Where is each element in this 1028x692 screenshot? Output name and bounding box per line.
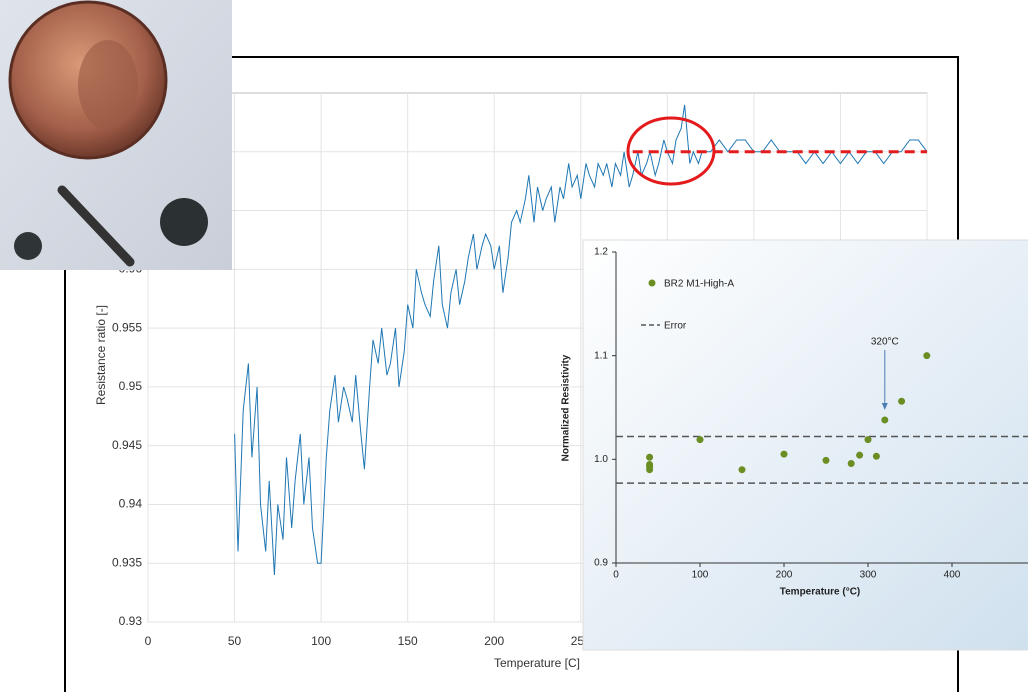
legend-label: BR2 M1-High-A <box>664 279 734 290</box>
data-point <box>780 450 788 458</box>
data-point <box>696 436 704 444</box>
y-tick-label: 0.955 <box>112 320 142 334</box>
photo <box>0 0 232 270</box>
data-point <box>898 397 906 405</box>
small-disc <box>14 232 42 260</box>
data-point <box>847 459 855 467</box>
data-point <box>864 436 872 444</box>
y-tick-label: 1.0 <box>594 454 608 465</box>
data-point <box>646 466 654 474</box>
y-tick-label: 0.945 <box>112 438 142 452</box>
x-tick-label: 100 <box>311 634 331 648</box>
y-tick-label: 0.93 <box>119 614 143 628</box>
x-tick-label: 50 <box>228 634 242 648</box>
data-line <box>234 104 928 576</box>
x-tick-label: 200 <box>776 570 793 581</box>
y-tick-label: 1.2 <box>594 247 608 258</box>
x-tick-label: 200 <box>484 634 504 648</box>
annotation-arrowhead <box>881 403 888 410</box>
large-disc <box>160 198 208 246</box>
penny-relief <box>78 40 138 130</box>
x-tick-label: 400 <box>944 570 961 581</box>
x-tick-label: 100 <box>692 570 709 581</box>
inset-panel <box>582 239 1028 651</box>
y-tick-label: 0.95 <box>119 379 143 393</box>
inset-x-label: Temperature (°C) <box>780 587 861 598</box>
x-tick-label: 150 <box>398 634 418 648</box>
y-tick-label: 1.1 <box>594 350 608 361</box>
legend-label: Error <box>664 321 687 332</box>
data-point <box>738 466 746 474</box>
x-tick-label: 300 <box>860 570 877 581</box>
y-axis-label: Resistance ratio [-] <box>94 305 108 405</box>
y-tick-label: 0.94 <box>119 497 143 511</box>
x-tick-label: 0 <box>145 634 152 648</box>
inset-y-label: Normalized Resistivity <box>561 354 572 461</box>
x-tick-label: 0 <box>613 570 619 581</box>
legend-marker <box>648 279 656 287</box>
data-point <box>923 352 931 360</box>
data-point <box>856 451 864 459</box>
data-point <box>822 456 830 464</box>
y-tick-label: 0.935 <box>112 555 142 569</box>
rod-sample <box>57 185 135 267</box>
data-point <box>872 452 880 460</box>
inset-chart: Normalized Resistivity Temperature (°C) … <box>561 239 1028 651</box>
x-axis-label: Temperature [C] <box>494 656 580 670</box>
annotation: 320°C <box>871 337 899 348</box>
y-tick-label: 0.9 <box>594 558 608 569</box>
data-point <box>646 453 654 461</box>
data-point <box>881 416 889 424</box>
